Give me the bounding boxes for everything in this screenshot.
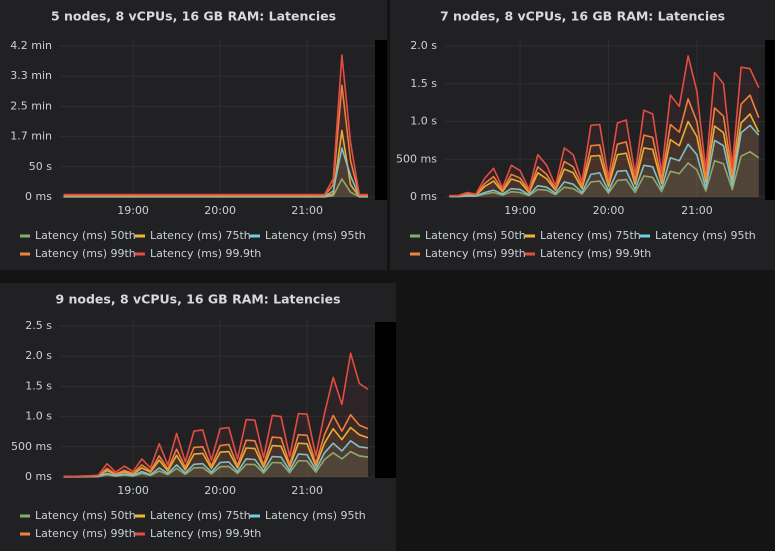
area — [449, 114, 759, 197]
area — [63, 414, 368, 477]
y-tick-label: 0 ms — [410, 190, 437, 203]
legend-label: Latency (ms) 99th — [35, 527, 136, 540]
series-line — [63, 147, 368, 198]
x-tick-label: 20:00 — [593, 204, 625, 217]
legend-label: Latency (ms) 99th — [35, 247, 136, 260]
y-tick-label: 500 ms — [11, 440, 52, 453]
area — [63, 427, 368, 477]
legend-label: Latency (ms) 95th — [265, 229, 366, 242]
series-line — [63, 84, 368, 197]
x-tick-label: 19:00 — [504, 204, 536, 217]
legend-label: Latency (ms) 95th — [655, 229, 756, 242]
panel-title: 5 nodes, 8 vCPUs, 16 GB RAM: Latencies — [51, 9, 336, 24]
area — [449, 55, 759, 198]
legend-label: Latency (ms) 99th — [425, 247, 526, 260]
panel-edge — [765, 40, 775, 200]
area — [449, 151, 759, 197]
y-tick-label: 4.2 min — [10, 39, 52, 52]
legend-label: Latency (ms) 99.9th — [150, 247, 261, 260]
series-line — [63, 54, 368, 196]
panel-title: 9 nodes, 8 vCPUs, 16 GB RAM: Latencies — [55, 292, 340, 307]
panel-edge — [375, 322, 396, 478]
y-tick-label: 1.5 s — [410, 77, 437, 90]
y-tick-label: 2.5 s — [25, 319, 52, 332]
y-tick-label: 1.0 s — [410, 115, 437, 128]
area — [63, 85, 368, 197]
legend-label: Latency (ms) 75th — [150, 229, 251, 242]
series-line — [449, 55, 760, 197]
legend-label: Latency (ms) 75th — [150, 509, 251, 522]
series-line — [63, 440, 369, 478]
series-line — [63, 352, 369, 478]
area — [63, 55, 368, 197]
y-tick-label: 3.3 min — [10, 69, 52, 82]
legend-label: Latency (ms) 99.9th — [540, 247, 651, 260]
area — [63, 178, 368, 197]
y-tick-label: 0 ms — [25, 190, 52, 203]
x-tick-label: 20:00 — [204, 484, 236, 497]
x-tick-label: 21:00 — [681, 204, 713, 217]
y-tick-label: 0 ms — [25, 470, 52, 483]
legend-label: Latency (ms) 95th — [265, 509, 366, 522]
area — [449, 125, 759, 197]
y-tick-label: 1.5 s — [25, 379, 52, 392]
y-tick-label: 50 s — [29, 160, 52, 173]
y-tick-label: 2.5 min — [10, 99, 52, 112]
legend-label: Latency (ms) 50th — [425, 229, 526, 242]
y-tick-label: 500 ms — [396, 152, 437, 165]
panel-title: 7 nodes, 8 vCPUs, 16 GB RAM: Latencies — [440, 9, 725, 24]
y-tick-label: 2.0 s — [25, 349, 52, 362]
legend-label: Latency (ms) 50th — [35, 509, 136, 522]
area — [63, 130, 368, 197]
y-tick-label: 1.7 min — [10, 130, 52, 143]
legend-label: Latency (ms) 99.9th — [150, 527, 261, 540]
panel — [0, 0, 387, 270]
x-tick-label: 19:00 — [117, 204, 149, 217]
series-line — [449, 124, 760, 198]
x-tick-label: 19:00 — [117, 484, 149, 497]
y-tick-label: 1.0 s — [25, 410, 52, 423]
x-tick-label: 20:00 — [204, 204, 236, 217]
x-tick-label: 21:00 — [291, 484, 323, 497]
series-line — [449, 150, 760, 198]
y-tick-label: 2.0 s — [410, 39, 437, 52]
x-tick-label: 21:00 — [291, 204, 323, 217]
area — [449, 95, 759, 197]
legend-label: Latency (ms) 75th — [540, 229, 641, 242]
series-line — [449, 94, 760, 197]
series-line — [63, 414, 369, 478]
panel-edge — [375, 40, 387, 200]
area — [63, 148, 368, 197]
legend-label: Latency (ms) 50th — [35, 229, 136, 242]
